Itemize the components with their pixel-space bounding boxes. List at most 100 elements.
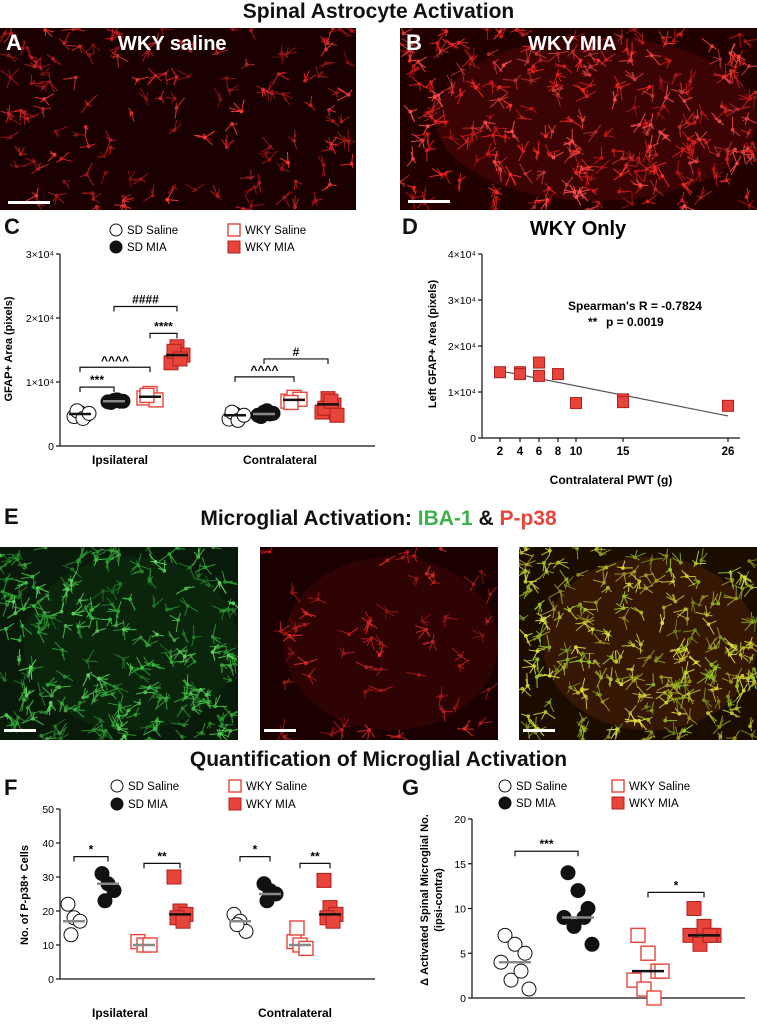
cell xyxy=(439,547,447,553)
cell xyxy=(46,700,57,716)
cell-process xyxy=(214,694,221,707)
chart-c-ylabel: GFAP+ Area (pixels) xyxy=(3,296,15,401)
cell xyxy=(641,124,654,136)
cell-process xyxy=(411,146,414,159)
cell-body xyxy=(280,55,285,59)
cell-process xyxy=(9,717,19,727)
cell-body xyxy=(647,84,652,89)
cell xyxy=(9,710,25,731)
cell-body xyxy=(226,653,231,658)
cell-body xyxy=(654,658,658,663)
cell-body xyxy=(115,31,120,35)
cell xyxy=(688,655,702,668)
chart-c-legend-label: SD MIA xyxy=(127,242,167,254)
cell-body xyxy=(529,580,534,585)
cell xyxy=(576,569,589,577)
cell xyxy=(701,687,713,710)
cell-body xyxy=(630,157,635,162)
cell xyxy=(486,49,500,57)
cell-process xyxy=(626,38,628,50)
cell-body xyxy=(534,51,539,56)
cell-process xyxy=(355,661,367,668)
cell-body xyxy=(21,607,26,611)
cell xyxy=(554,63,573,74)
cell-process xyxy=(418,629,427,639)
cell-body xyxy=(520,115,524,120)
cell-body xyxy=(564,182,569,187)
cell-body xyxy=(748,96,753,101)
cell-body xyxy=(6,53,11,58)
cell xyxy=(239,169,256,180)
cell-body xyxy=(697,137,702,142)
cell-body xyxy=(150,193,155,198)
cell-body xyxy=(519,550,524,555)
cell-body xyxy=(604,57,609,62)
cell xyxy=(742,142,756,163)
cell-process xyxy=(87,95,98,105)
cell-process xyxy=(588,131,597,143)
cell-process xyxy=(672,149,684,158)
cell-process xyxy=(634,552,646,558)
cell xyxy=(427,571,435,579)
cell-body xyxy=(70,567,75,572)
cell xyxy=(519,105,538,114)
cell xyxy=(0,623,14,641)
cell xyxy=(134,671,151,683)
cell-body xyxy=(537,602,542,607)
cell-body xyxy=(38,692,43,697)
cell-process xyxy=(665,592,676,602)
cell xyxy=(661,603,673,619)
cell-body xyxy=(62,674,67,679)
cell xyxy=(492,58,504,75)
cell-body xyxy=(429,108,434,113)
cell-process xyxy=(491,190,497,204)
chart-c-point xyxy=(329,407,345,423)
cell-body xyxy=(48,80,52,84)
cell-body xyxy=(630,667,634,672)
cell xyxy=(269,89,278,102)
cell xyxy=(169,612,182,633)
cell xyxy=(193,722,206,739)
cell xyxy=(625,549,646,561)
cell xyxy=(480,80,498,94)
cell xyxy=(138,681,161,693)
cell-body xyxy=(63,623,68,628)
cell-body xyxy=(223,580,227,584)
cell-body xyxy=(492,60,497,65)
chart-c-legend-label: SD Saline xyxy=(127,225,178,237)
panel-e-iba1-image xyxy=(0,547,238,740)
cell-process xyxy=(182,707,191,718)
cell-body xyxy=(367,727,372,732)
cell-body xyxy=(585,207,590,210)
cell-body xyxy=(5,602,10,607)
cell-body xyxy=(95,549,100,554)
cell xyxy=(273,629,292,640)
cell-body xyxy=(28,665,33,670)
cell-body xyxy=(671,38,676,43)
cell xyxy=(261,136,275,155)
cell-process xyxy=(708,624,715,635)
cell-body xyxy=(480,633,485,638)
cell-body xyxy=(303,661,308,665)
cell-process xyxy=(204,579,217,582)
cell-body xyxy=(325,41,330,46)
cell-process xyxy=(218,725,231,732)
cell-body xyxy=(181,723,186,728)
cell-process xyxy=(25,195,37,202)
cell-body xyxy=(283,631,288,636)
cell-process xyxy=(424,202,430,210)
cell-process xyxy=(16,558,25,570)
cell-body xyxy=(317,74,321,79)
cell-process xyxy=(528,69,532,81)
cell-body xyxy=(665,683,670,688)
cell-body xyxy=(750,141,755,146)
cell xyxy=(92,589,110,602)
cell-process xyxy=(619,87,623,101)
cell xyxy=(83,125,89,137)
cell xyxy=(29,598,44,616)
cell-process xyxy=(646,168,658,175)
cell-body xyxy=(118,581,123,586)
cell-body xyxy=(555,51,560,56)
cell xyxy=(121,194,134,202)
cell-process xyxy=(442,109,447,123)
